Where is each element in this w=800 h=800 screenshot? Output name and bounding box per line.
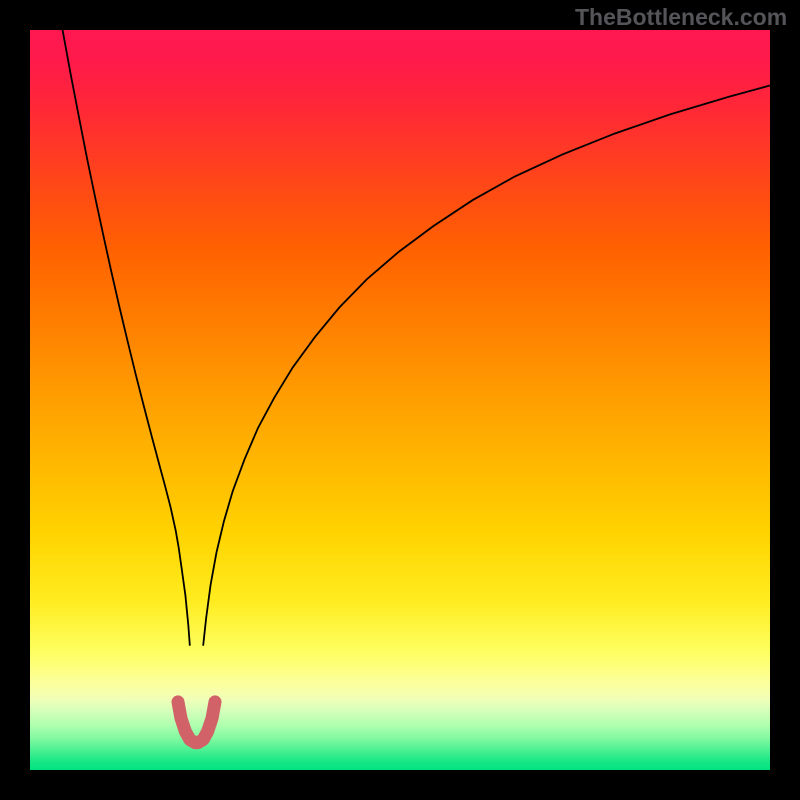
- watermark-text: TheBottleneck.com: [575, 4, 787, 31]
- plot-background: [30, 30, 770, 770]
- bottleneck-curve-chart: [30, 30, 770, 770]
- chart-container: TheBottleneck.com: [0, 0, 800, 800]
